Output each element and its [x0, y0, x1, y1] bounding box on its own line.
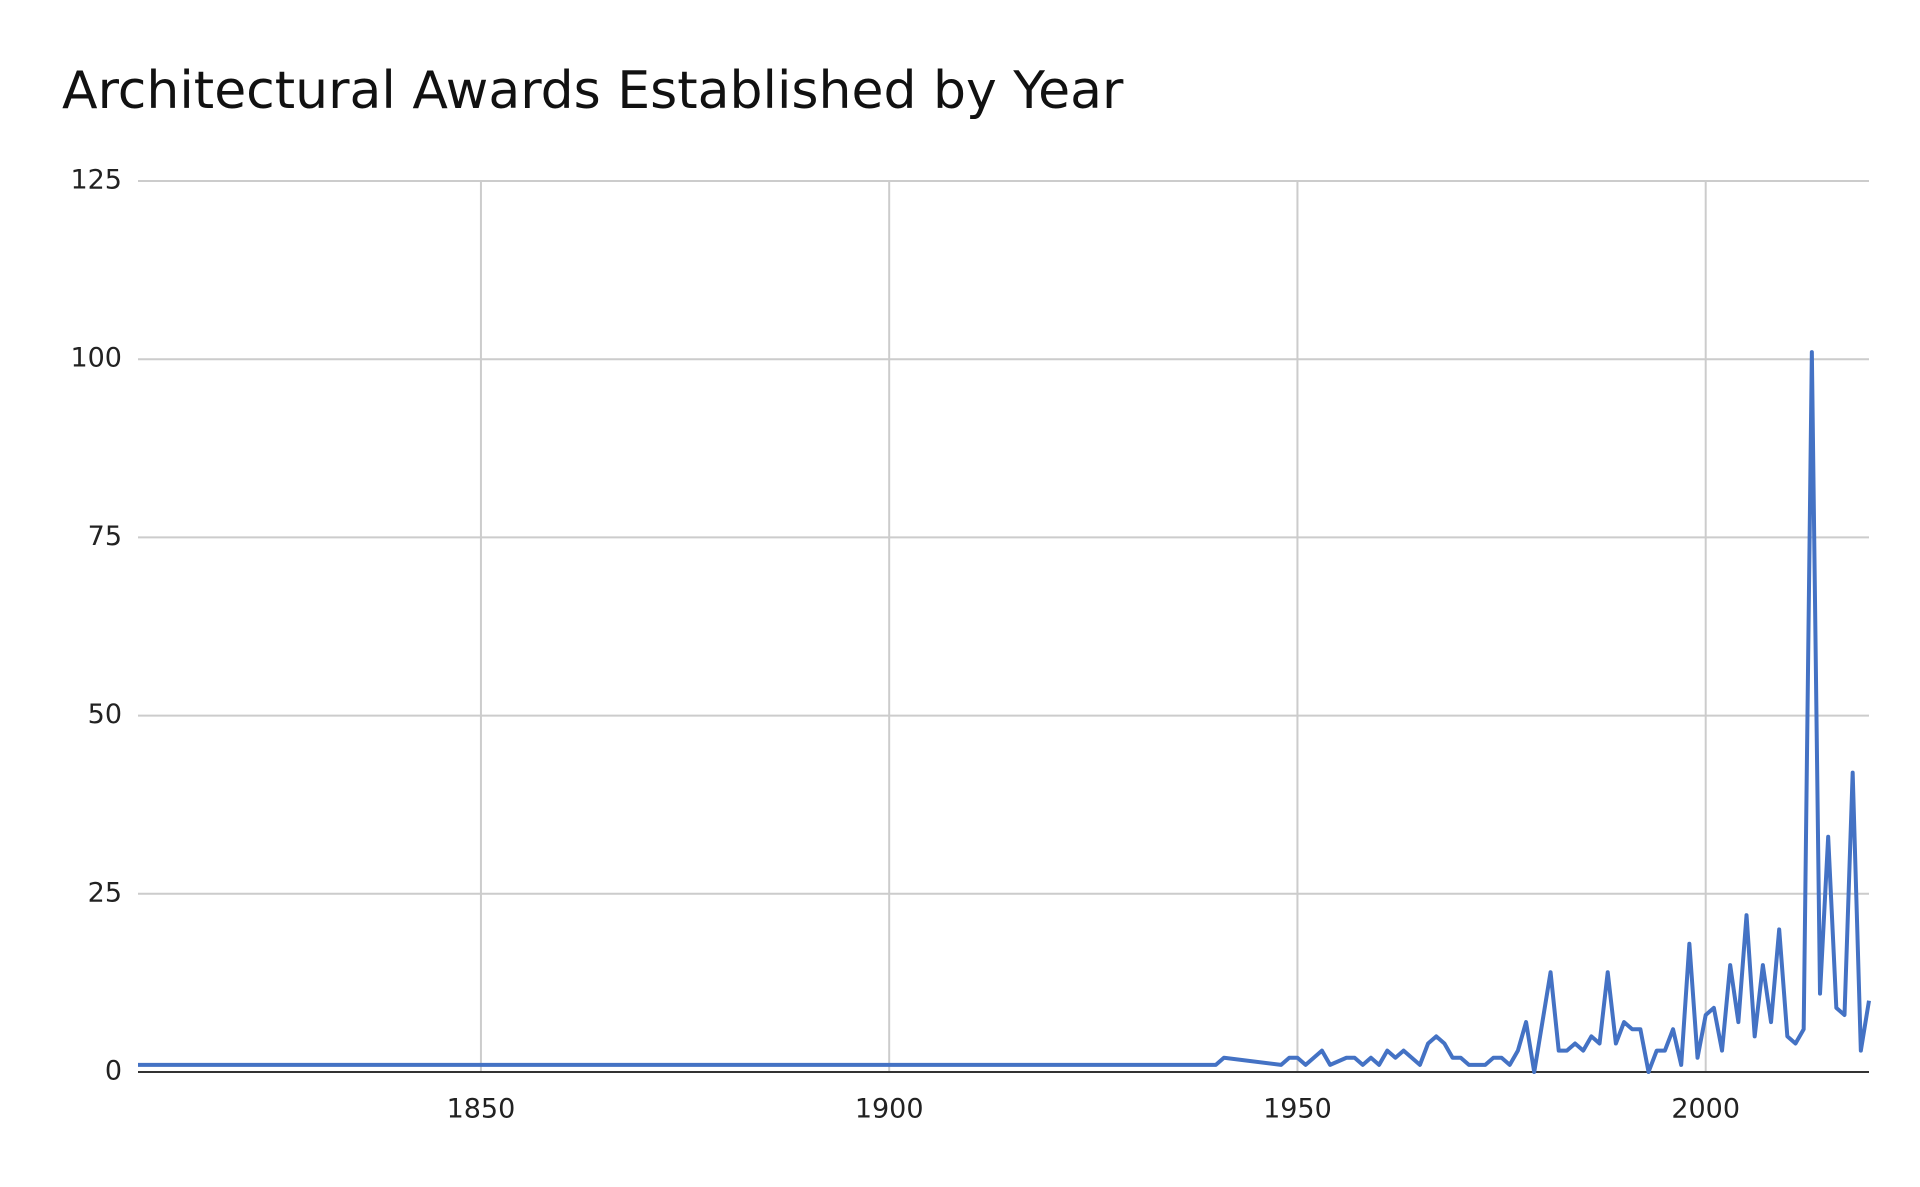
y-tick-label: 0 — [105, 1056, 122, 1087]
chart-title: Architectural Awards Established by Year — [62, 61, 1124, 121]
x-tick-label: 1850 — [447, 1094, 516, 1125]
y-tick-label: 75 — [88, 521, 122, 552]
x-tick-label: 1900 — [855, 1094, 924, 1125]
x-tick-label: 1950 — [1263, 1094, 1332, 1125]
x-tick-label: 2000 — [1671, 1094, 1740, 1125]
data-line — [138, 350, 1871, 1074]
y-tick-label: 25 — [88, 877, 122, 908]
y-tick-label: 125 — [70, 165, 122, 196]
y-tick-label: 100 — [70, 343, 122, 374]
y-tick-label: 50 — [88, 699, 122, 730]
